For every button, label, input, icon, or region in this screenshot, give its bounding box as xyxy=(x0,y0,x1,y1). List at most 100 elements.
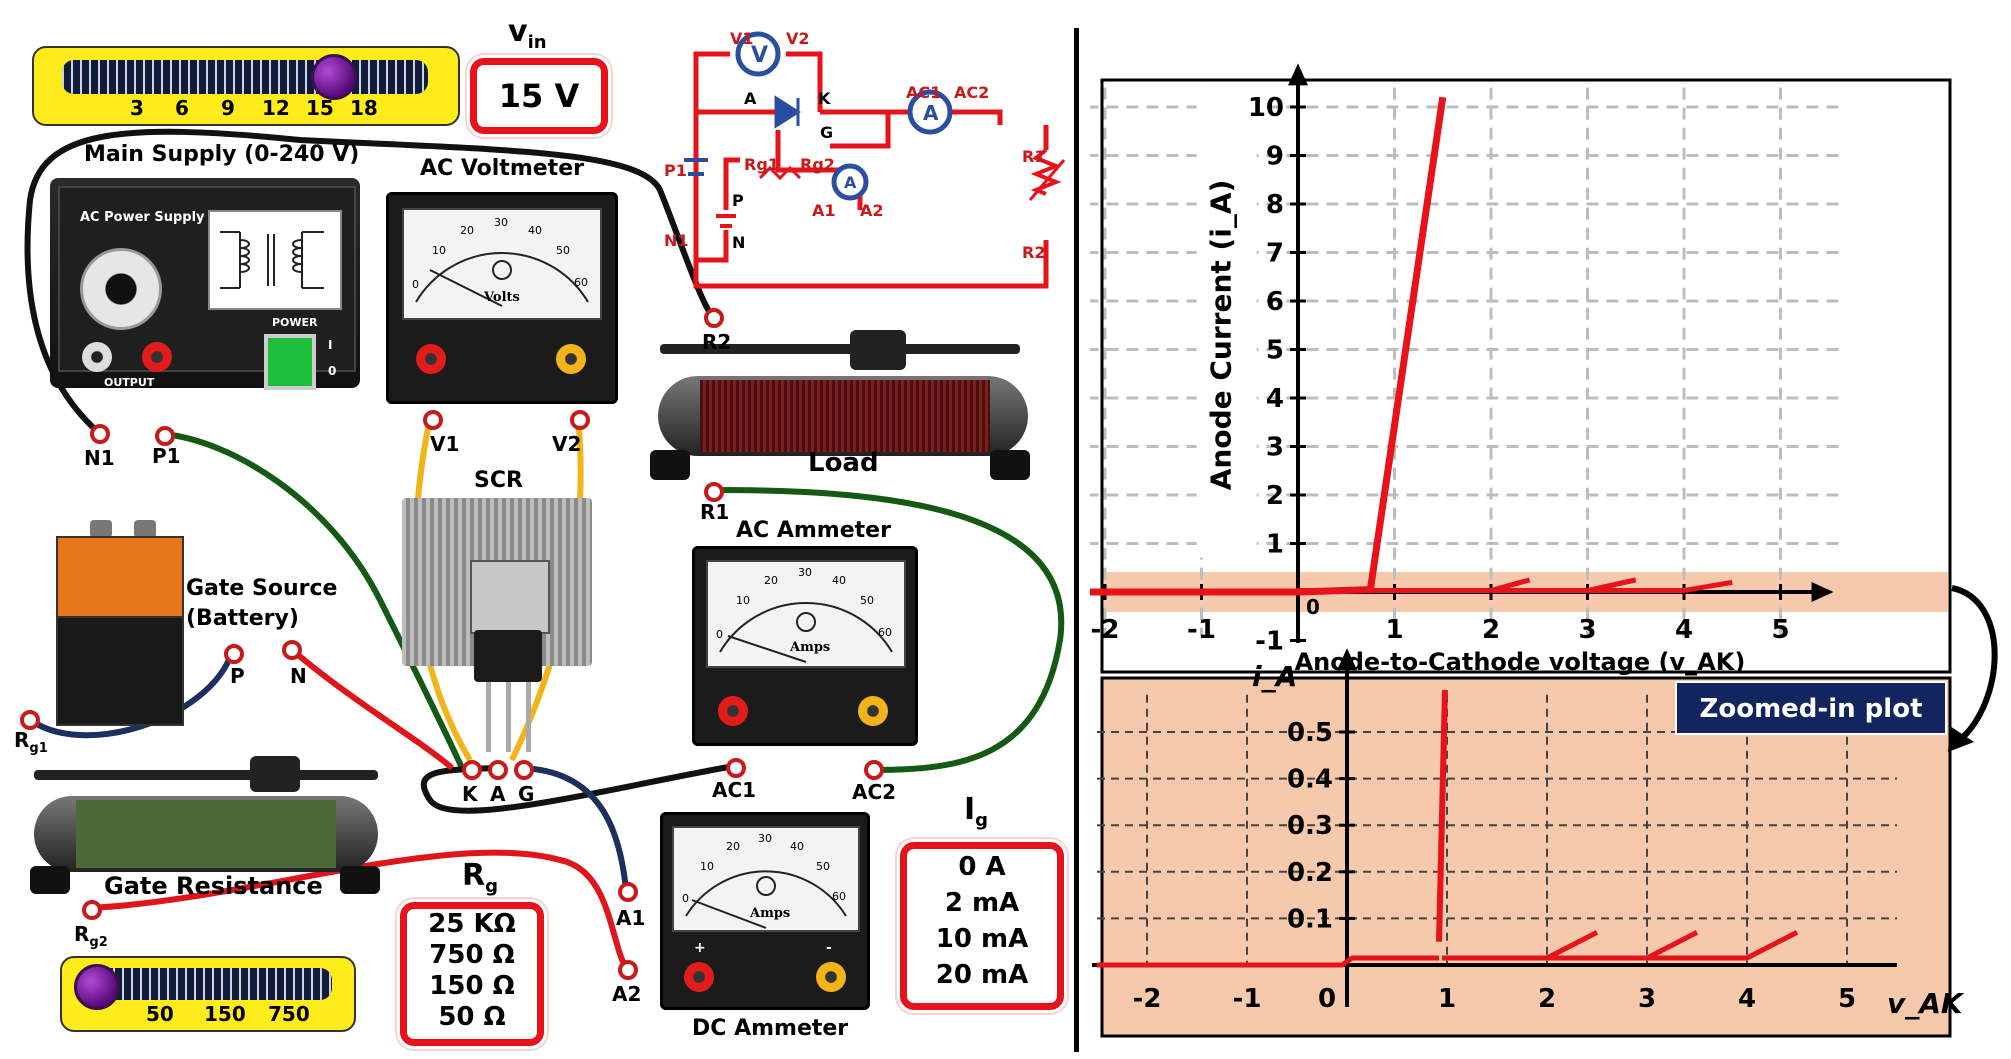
main-y-tick-label: 4 xyxy=(1266,384,1284,414)
switch-on-label: I xyxy=(328,338,333,352)
terminal-k[interactable] xyxy=(462,760,482,780)
dc-ammeter-jack-yellow[interactable] xyxy=(816,962,846,992)
zoom-y-tick-label: 0.4 xyxy=(1287,765,1333,795)
zoom-chart-grid xyxy=(1097,694,1897,965)
transformer-window xyxy=(208,210,342,310)
ig-value[interactable]: 0 A xyxy=(958,852,1006,882)
schem-label: N xyxy=(732,233,745,252)
vin-tick: 6 xyxy=(175,96,189,120)
battery xyxy=(56,520,184,726)
zoom-series-line xyxy=(1097,955,1439,968)
rg-value[interactable]: 750 Ω xyxy=(429,940,515,970)
ig-values-box: 0 A 2 mA 10 mA 20 mA xyxy=(900,842,1064,1010)
rg-value[interactable]: 50 Ω xyxy=(438,1002,506,1032)
terminal-n[interactable] xyxy=(282,640,302,660)
ac-ammeter-scale-40: 40 xyxy=(832,574,846,587)
ac-voltmeter: 0 10 20 30 40 50 60 Volts xyxy=(386,192,618,404)
load-slider-knob[interactable] xyxy=(850,330,906,370)
rg-value[interactable]: 150 Ω xyxy=(429,971,515,1001)
schem-label: Rg1 xyxy=(744,155,779,174)
ac-voltmeter-jack-yellow[interactable] xyxy=(556,344,586,374)
vin-slider-knob[interactable] xyxy=(311,54,357,100)
dc-ammeter-title: DC Ammeter xyxy=(692,1016,849,1041)
main-y-axis-label: Anode Current (i_A) xyxy=(1204,180,1237,491)
dc-ammeter-scale-0: 0 xyxy=(682,892,689,905)
ig-value[interactable]: 20 mA xyxy=(935,960,1029,990)
ac-voltmeter-title: AC Voltmeter xyxy=(420,156,584,181)
rg-tick: 50 xyxy=(146,1002,174,1026)
main-y-tick-label: 5 xyxy=(1266,336,1284,366)
output-label: OUTPUT xyxy=(104,376,155,389)
terminal-g[interactable] xyxy=(514,760,534,780)
zoom-y-tick-label: 0.2 xyxy=(1287,858,1333,888)
rg-value[interactable]: 25 KΩ xyxy=(428,909,516,939)
zoom-x-tick-label: 5 xyxy=(1838,984,1856,1014)
vin-slider-track[interactable] xyxy=(62,60,428,94)
main-x-axis-arrow xyxy=(1811,582,1834,602)
gate-slider-knob[interactable] xyxy=(250,756,300,792)
zoom-x-tick-label: -2 xyxy=(1133,984,1162,1014)
schem-label: R2 xyxy=(1022,243,1045,262)
zoom-x-tick-label: 0 xyxy=(1318,984,1336,1014)
rg-slider-track[interactable] xyxy=(86,968,332,1000)
dc-ammeter-scale-60: 60 xyxy=(832,890,846,903)
output-jack-black[interactable] xyxy=(82,342,112,372)
vin-value-box: 15 V xyxy=(470,58,608,134)
main-y-tick-label: 7 xyxy=(1266,239,1284,269)
zoom-series-line xyxy=(1647,930,1799,961)
switch-off-label: 0 xyxy=(328,364,337,378)
load-rheostat[interactable] xyxy=(640,330,1040,480)
dc-ammeter-jack-red[interactable] xyxy=(684,962,714,992)
terminal-v1[interactable] xyxy=(423,410,443,430)
terminal-n1-label: N1 xyxy=(84,446,115,470)
scr-device xyxy=(470,560,550,752)
main-y-tick-label: 1 xyxy=(1266,530,1284,560)
terminal-v2[interactable] xyxy=(570,410,590,430)
terminal-ac1[interactable] xyxy=(726,758,746,778)
terminal-p1[interactable] xyxy=(155,426,175,446)
main-x-tick-label: 3 xyxy=(1578,615,1596,645)
terminal-a2[interactable] xyxy=(618,960,638,980)
main-y-axis-arrow xyxy=(1288,63,1308,86)
vin-tick: 12 xyxy=(262,96,290,120)
main-supply-panel-label: AC Power Supply xyxy=(80,210,205,225)
ig-value[interactable]: 10 mA xyxy=(935,924,1029,954)
terminal-n1[interactable] xyxy=(90,424,110,444)
terminal-a1[interactable] xyxy=(618,882,638,902)
rg-slider[interactable]: 50 150 750 xyxy=(60,956,356,1032)
terminal-ac2[interactable] xyxy=(864,760,884,780)
schem-label: A xyxy=(744,89,757,108)
ig-label: Ig xyxy=(964,792,989,831)
ac-ammeter-jack-red[interactable] xyxy=(718,696,748,726)
ac-voltmeter-jack-red[interactable] xyxy=(416,344,446,374)
vin-slider[interactable]: 3 6 9 12 15 18 xyxy=(32,46,460,126)
terminal-r1[interactable] xyxy=(704,482,724,502)
ac-voltmeter-scale-60: 60 xyxy=(574,276,588,289)
terminal-rg1-label: Rg1 xyxy=(14,728,48,756)
terminal-rg1[interactable] xyxy=(20,710,40,730)
gate-rheostat[interactable] xyxy=(20,756,390,896)
output-jack-red[interactable] xyxy=(142,342,172,372)
dc-ammeter-dial: 0 10 20 30 40 50 60 Amps xyxy=(672,826,860,932)
ac-voltmeter-scale-50: 50 xyxy=(556,244,570,257)
terminal-r2[interactable] xyxy=(704,308,724,328)
terminal-p[interactable] xyxy=(224,644,244,664)
terminal-p-label: P xyxy=(230,664,245,688)
ig-value[interactable]: 2 mA xyxy=(944,888,1020,918)
main-supply-title: Main Supply (0-240 V) xyxy=(84,142,360,167)
ylabel-bg xyxy=(1196,87,1257,558)
terminal-a[interactable] xyxy=(488,760,508,780)
rg-slider-knob[interactable] xyxy=(74,964,120,1010)
circuit-schematic: V A A V1 V2 A K G AC1 AC2 P1 N1 R1 R2 A1… xyxy=(664,30,1066,289)
main-series-line xyxy=(1587,579,1733,594)
power-switch[interactable] xyxy=(264,334,316,390)
zoom-x-tick-label: 3 xyxy=(1638,984,1656,1014)
main-y-tick-label: 9 xyxy=(1266,142,1284,172)
ac-ammeter-jack-yellow[interactable] xyxy=(858,696,888,726)
schem-label: AC2 xyxy=(954,83,989,102)
terminal-rg2[interactable] xyxy=(82,900,102,920)
supply-knob[interactable] xyxy=(80,248,162,330)
ac-voltmeter-dial: 0 10 20 30 40 50 60 Volts xyxy=(402,208,602,320)
zoom-x-tick-label: -1 xyxy=(1233,984,1262,1014)
ac-ammeter-scale-10: 10 xyxy=(736,594,750,607)
